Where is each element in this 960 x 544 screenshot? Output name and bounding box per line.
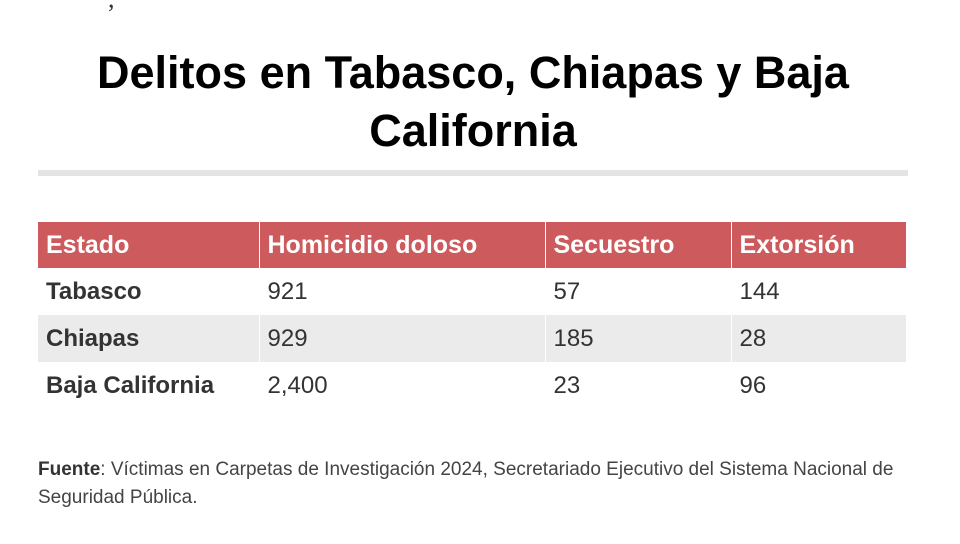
state-cell: Baja California bbox=[38, 362, 260, 409]
source-text: : Víctimas en Carpetas de Investigación … bbox=[38, 459, 894, 508]
homicidio-cell: 2,400 bbox=[259, 362, 546, 409]
source-label: Fuente bbox=[38, 459, 101, 480]
extorsion-cell: 28 bbox=[731, 315, 906, 362]
column-header-homicidio-doloso: Homicidio doloso bbox=[259, 222, 546, 268]
extorsion-cell: 96 bbox=[739, 371, 767, 399]
secuestro-cell: 57 bbox=[545, 268, 732, 315]
crime-table: Estado Homicidio doloso Secuestro Extors… bbox=[38, 222, 906, 409]
page-title: Delitos en Tabasco, Chiapas y Baja Calif… bbox=[97, 47, 849, 156]
table-row: Tabasco 921 57 144 bbox=[38, 268, 906, 315]
column-header-estado: Estado bbox=[38, 222, 260, 268]
secuestro-cell: 23 bbox=[545, 362, 732, 409]
source-note: Fuente: Víctimas en Carpetas de Investig… bbox=[38, 456, 898, 512]
table-row: Chiapas 929 185 28 bbox=[38, 315, 906, 362]
secuestro-cell: 185 bbox=[545, 315, 732, 362]
cropped-text-fragment: , bbox=[108, 0, 115, 12]
table-row: Baja California 2,400 23 96 bbox=[38, 362, 906, 409]
homicidio-cell: 929 bbox=[259, 315, 546, 362]
state-cell: Chiapas bbox=[38, 315, 260, 362]
table-header-row: Estado Homicidio doloso Secuestro Extors… bbox=[38, 222, 906, 268]
state-cell: Tabasco bbox=[38, 268, 260, 315]
title-divider bbox=[38, 170, 908, 176]
column-header-secuestro: Secuestro bbox=[545, 222, 732, 268]
extorsion-cell: 144 bbox=[739, 277, 780, 305]
homicidio-cell: 921 bbox=[259, 268, 546, 315]
column-header-extorsion: Extorsión bbox=[731, 222, 906, 268]
